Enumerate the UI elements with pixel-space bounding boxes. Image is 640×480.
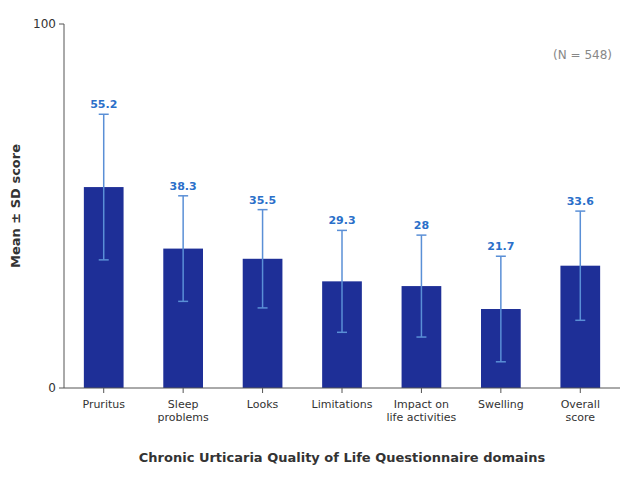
data-label: 38.3 — [170, 180, 197, 193]
error-bar — [337, 230, 347, 332]
error-bar — [99, 114, 109, 260]
annotation: (N = 548) — [553, 48, 612, 62]
x-tick-label: Swelling — [478, 398, 524, 411]
error-bar — [258, 210, 268, 308]
x-tick-label: Looks — [247, 398, 279, 411]
x-tick — [421, 388, 422, 393]
x-tick-label: Sleepproblems — [158, 398, 210, 424]
error-line — [580, 211, 582, 320]
data-label: 33.6 — [567, 195, 594, 208]
x-tick — [262, 388, 263, 393]
error-line — [341, 230, 343, 332]
y-axis-label: Mean ± SD score — [8, 144, 23, 268]
error-line — [182, 196, 184, 302]
data-label: 21.7 — [487, 240, 514, 253]
plot-area — [84, 114, 600, 388]
error-cap — [258, 209, 268, 211]
error-line — [500, 256, 502, 362]
error-cap — [178, 301, 188, 303]
x-tick-label: Overallscore — [561, 398, 600, 424]
error-line — [103, 114, 105, 260]
y-tick — [59, 388, 64, 389]
data-label: 35.5 — [249, 194, 276, 207]
x-tick — [183, 388, 184, 393]
error-cap — [575, 210, 585, 212]
error-bar — [416, 235, 426, 337]
error-cap — [496, 255, 506, 257]
y-tick — [59, 24, 64, 25]
data-label: 55.2 — [90, 98, 117, 111]
x-tick-label: Pruritus — [82, 398, 125, 411]
error-bar — [575, 211, 585, 320]
x-axis-label: Chronic Urticaria Quality of Life Questi… — [139, 450, 546, 465]
x-tick — [580, 388, 581, 393]
x-tick — [342, 388, 343, 393]
data-label: 28 — [414, 219, 429, 232]
error-cap — [416, 234, 426, 236]
y-tick-label: 100 — [33, 17, 56, 31]
y-axis-line — [64, 24, 65, 388]
x-tick-label: Impact onlife activities — [387, 398, 457, 424]
x-tick — [500, 388, 501, 393]
error-cap — [416, 336, 426, 338]
error-cap — [337, 230, 347, 232]
error-cap — [496, 361, 506, 363]
chart-svg: 55.2 38.3 35.5 29.3 28 21.7 33.6 0 100 Pruritus Sl… — [0, 0, 640, 480]
chart-container: 55.2 38.3 35.5 29.3 28 21.7 33.6 0 100 Pruritus Sl… — [0, 0, 640, 480]
y-tick-label: 0 — [48, 381, 56, 395]
x-tick-label: Limitations — [312, 398, 373, 411]
error-cap — [178, 195, 188, 197]
error-bar — [496, 256, 506, 362]
error-line — [262, 210, 264, 308]
x-tick — [103, 388, 104, 393]
error-cap — [99, 114, 109, 116]
error-bar — [178, 196, 188, 302]
error-line — [421, 235, 423, 337]
data-labels: 55.2 38.3 35.5 29.3 28 21.7 33.6 — [90, 98, 594, 253]
error-cap — [337, 332, 347, 334]
data-label: 29.3 — [328, 214, 355, 227]
error-cap — [258, 307, 268, 309]
error-cap — [575, 320, 585, 322]
axes: 0 100 Pruritus Sleepproblems Looks Limitation… — [33, 17, 620, 425]
error-cap — [99, 259, 109, 261]
